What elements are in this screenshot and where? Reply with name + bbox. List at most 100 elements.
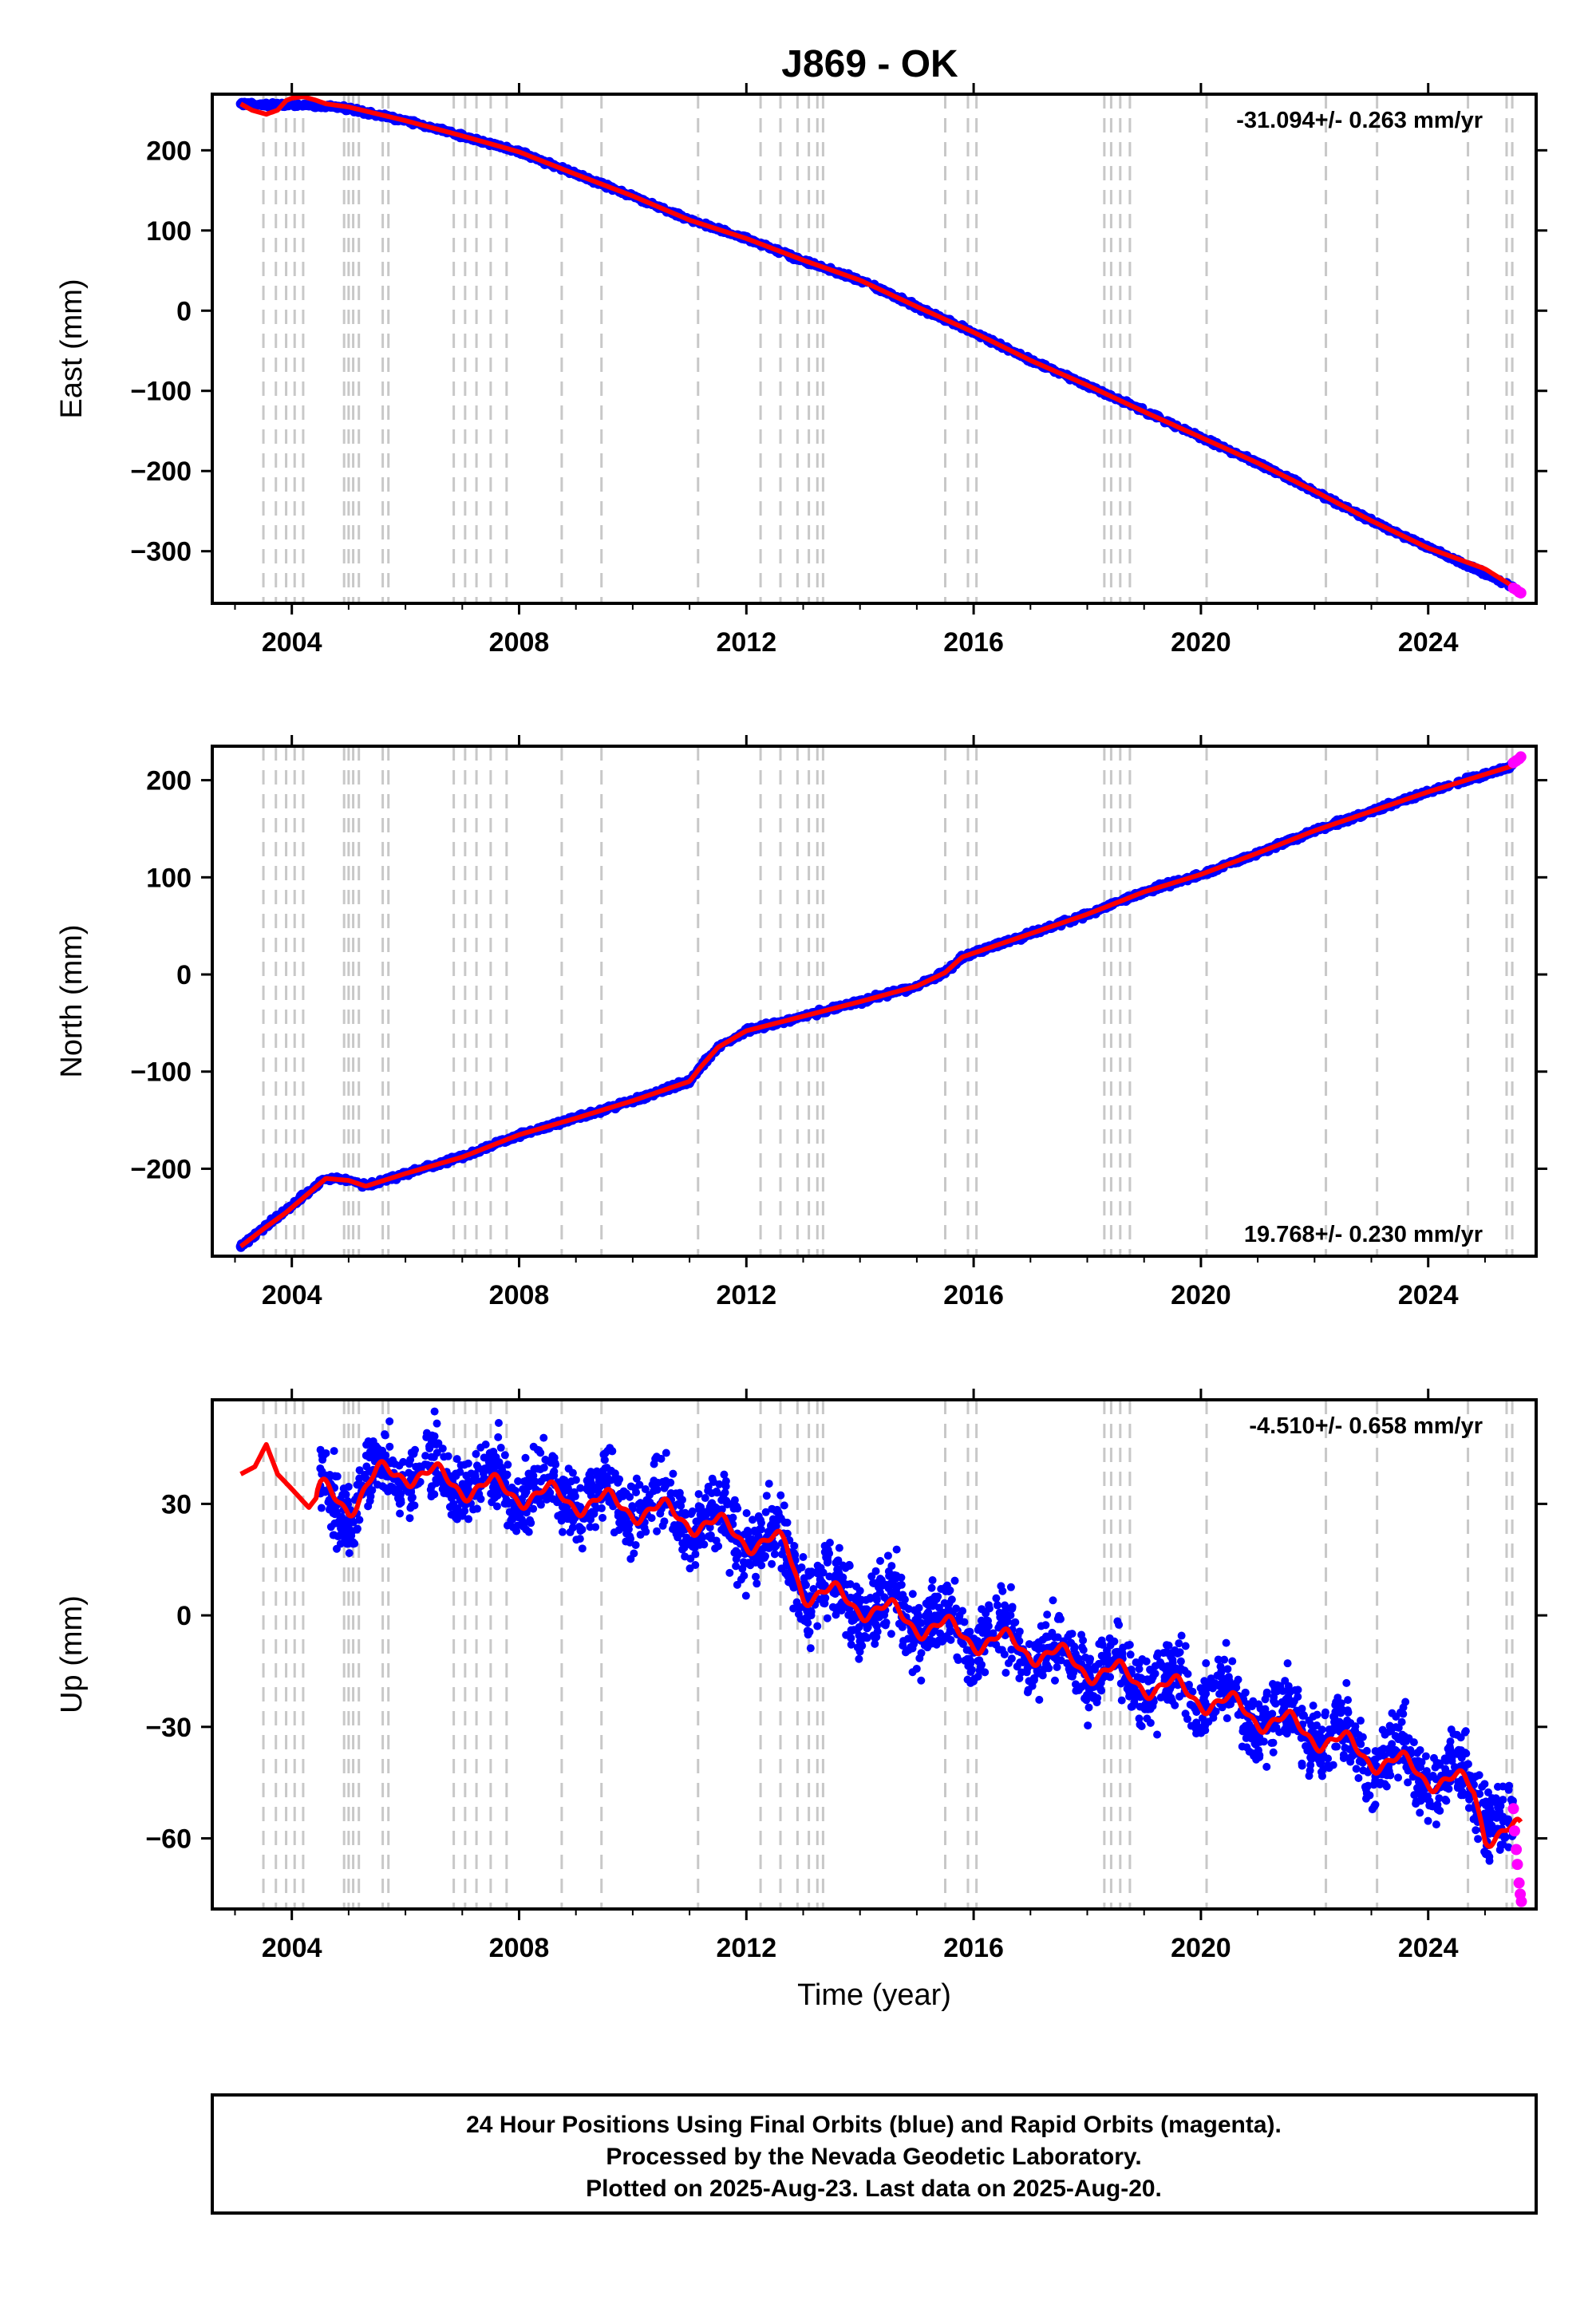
final-orbit-point	[1015, 1674, 1024, 1682]
final-orbit-point	[1432, 1820, 1440, 1829]
y-axis-label: East (mm)	[55, 279, 89, 418]
final-orbit-point	[600, 1456, 609, 1464]
final-orbit-point	[1128, 1702, 1137, 1711]
final-orbit-point	[1317, 1768, 1325, 1777]
final-orbit-point	[470, 1472, 479, 1481]
plot-area	[235, 94, 1527, 599]
final-orbit-point	[430, 1407, 439, 1416]
final-orbit-point	[1097, 1636, 1106, 1645]
final-orbit-point	[1425, 1773, 1434, 1782]
final-orbit-point	[405, 1514, 414, 1523]
final-orbit-point	[396, 1509, 405, 1518]
final-orbit-point	[1474, 1835, 1483, 1844]
rapid-orbit-points	[1507, 751, 1527, 769]
final-orbit-point	[549, 1468, 558, 1477]
final-orbit-point	[823, 1614, 832, 1622]
final-orbit-point	[832, 1611, 840, 1619]
final-orbit-point	[804, 1630, 812, 1639]
final-orbit-point	[1313, 1710, 1321, 1719]
final-orbit-point	[1006, 1583, 1015, 1591]
final-orbit-point	[336, 1539, 345, 1548]
x-tick-label: 2008	[489, 627, 550, 658]
final-orbit-point	[1356, 1717, 1365, 1725]
final-orbit-point	[950, 1576, 959, 1585]
final-orbit-point	[1344, 1696, 1353, 1705]
final-orbit-point	[1499, 1796, 1507, 1804]
final-orbit-point	[1457, 1791, 1466, 1800]
final-orbit-point	[1397, 1717, 1406, 1726]
final-orbit-point	[1436, 1759, 1444, 1768]
final-orbit-point	[1478, 1782, 1487, 1791]
y-tick-label: 100	[146, 863, 192, 893]
final-orbit-point	[917, 1676, 926, 1685]
final-orbit-point	[385, 1417, 394, 1425]
y-tick-label: 0	[176, 960, 192, 990]
final-orbit-point	[338, 1512, 346, 1521]
final-orbit-point	[1084, 1663, 1092, 1672]
final-orbit-point	[741, 1591, 750, 1600]
final-orbit-point	[1028, 1682, 1037, 1690]
event-lines	[262, 94, 1514, 603]
x-tick-label: 2016	[943, 627, 1004, 658]
final-orbit-point	[694, 1490, 703, 1499]
final-orbit-point	[806, 1644, 815, 1653]
final-orbit-point	[492, 1502, 501, 1511]
x-tick-label: 2012	[716, 627, 776, 658]
final-orbit-point	[1450, 1763, 1459, 1772]
final-orbit-point	[1201, 1726, 1210, 1735]
final-orbit-point	[628, 1504, 637, 1513]
rapid-orbit-points	[1507, 582, 1527, 599]
final-orbit-point	[1354, 1774, 1363, 1783]
y-tick-label: −300	[130, 537, 192, 567]
final-orbit-point	[1142, 1657, 1151, 1666]
y-tick-label: −200	[130, 1154, 192, 1184]
y-tick-label: 0	[176, 296, 192, 326]
final-orbit-point	[1394, 1773, 1403, 1782]
final-orbit-point	[952, 1604, 961, 1613]
final-orbit-point	[835, 1543, 843, 1552]
final-orbit-point	[1223, 1714, 1231, 1723]
y-axis-label: North (mm)	[55, 924, 89, 1077]
final-orbit-point	[1404, 1778, 1412, 1787]
final-orbit-point	[355, 1474, 364, 1483]
final-orbit-point	[1441, 1765, 1450, 1773]
final-orbit-point	[614, 1526, 623, 1535]
final-orbit-point	[378, 1482, 387, 1491]
final-orbit-point	[712, 1487, 721, 1496]
panel-frame	[211, 745, 1538, 1258]
final-orbit-point	[444, 1452, 452, 1460]
final-orbit-point	[438, 1445, 447, 1453]
final-orbit-point	[472, 1449, 480, 1458]
final-orbit-point	[650, 1476, 658, 1485]
final-orbit-point	[715, 1480, 724, 1488]
final-orbit-point	[887, 1562, 896, 1571]
final-orbit-point	[1269, 1748, 1278, 1757]
final-orbit-point	[1370, 1756, 1379, 1765]
final-orbit-point	[1309, 1701, 1317, 1710]
final-orbit-point	[1392, 1723, 1400, 1732]
final-orbit-point	[456, 1460, 465, 1469]
final-orbit-point	[888, 1579, 897, 1588]
final-orbit-point	[394, 1477, 403, 1486]
rapid-orbit-point	[1515, 587, 1527, 599]
final-orbit-point	[1294, 1693, 1302, 1701]
x-axis: 2004 2008 2012 2016 2020 2024	[234, 735, 1486, 1310]
final-orbit-point	[1156, 1658, 1164, 1666]
chart-title: J869 - OK	[781, 43, 958, 85]
final-orbit-point	[887, 1630, 895, 1638]
final-orbit-point	[1270, 1699, 1279, 1708]
final-orbit-point	[1321, 1708, 1329, 1717]
final-orbit-point	[1103, 1650, 1112, 1659]
final-orbit-point	[757, 1561, 766, 1570]
y-tick-label: 100	[146, 216, 192, 247]
final-orbit-point	[720, 1470, 729, 1479]
final-orbit-point	[527, 1519, 535, 1528]
x-tick-label: 2024	[1398, 1280, 1459, 1310]
final-orbit-point	[956, 1616, 965, 1625]
final-orbit-point	[571, 1476, 580, 1484]
final-orbit-point	[514, 1477, 523, 1486]
final-orbit-point	[1412, 1797, 1420, 1806]
final-orbit-point	[1378, 1725, 1387, 1734]
